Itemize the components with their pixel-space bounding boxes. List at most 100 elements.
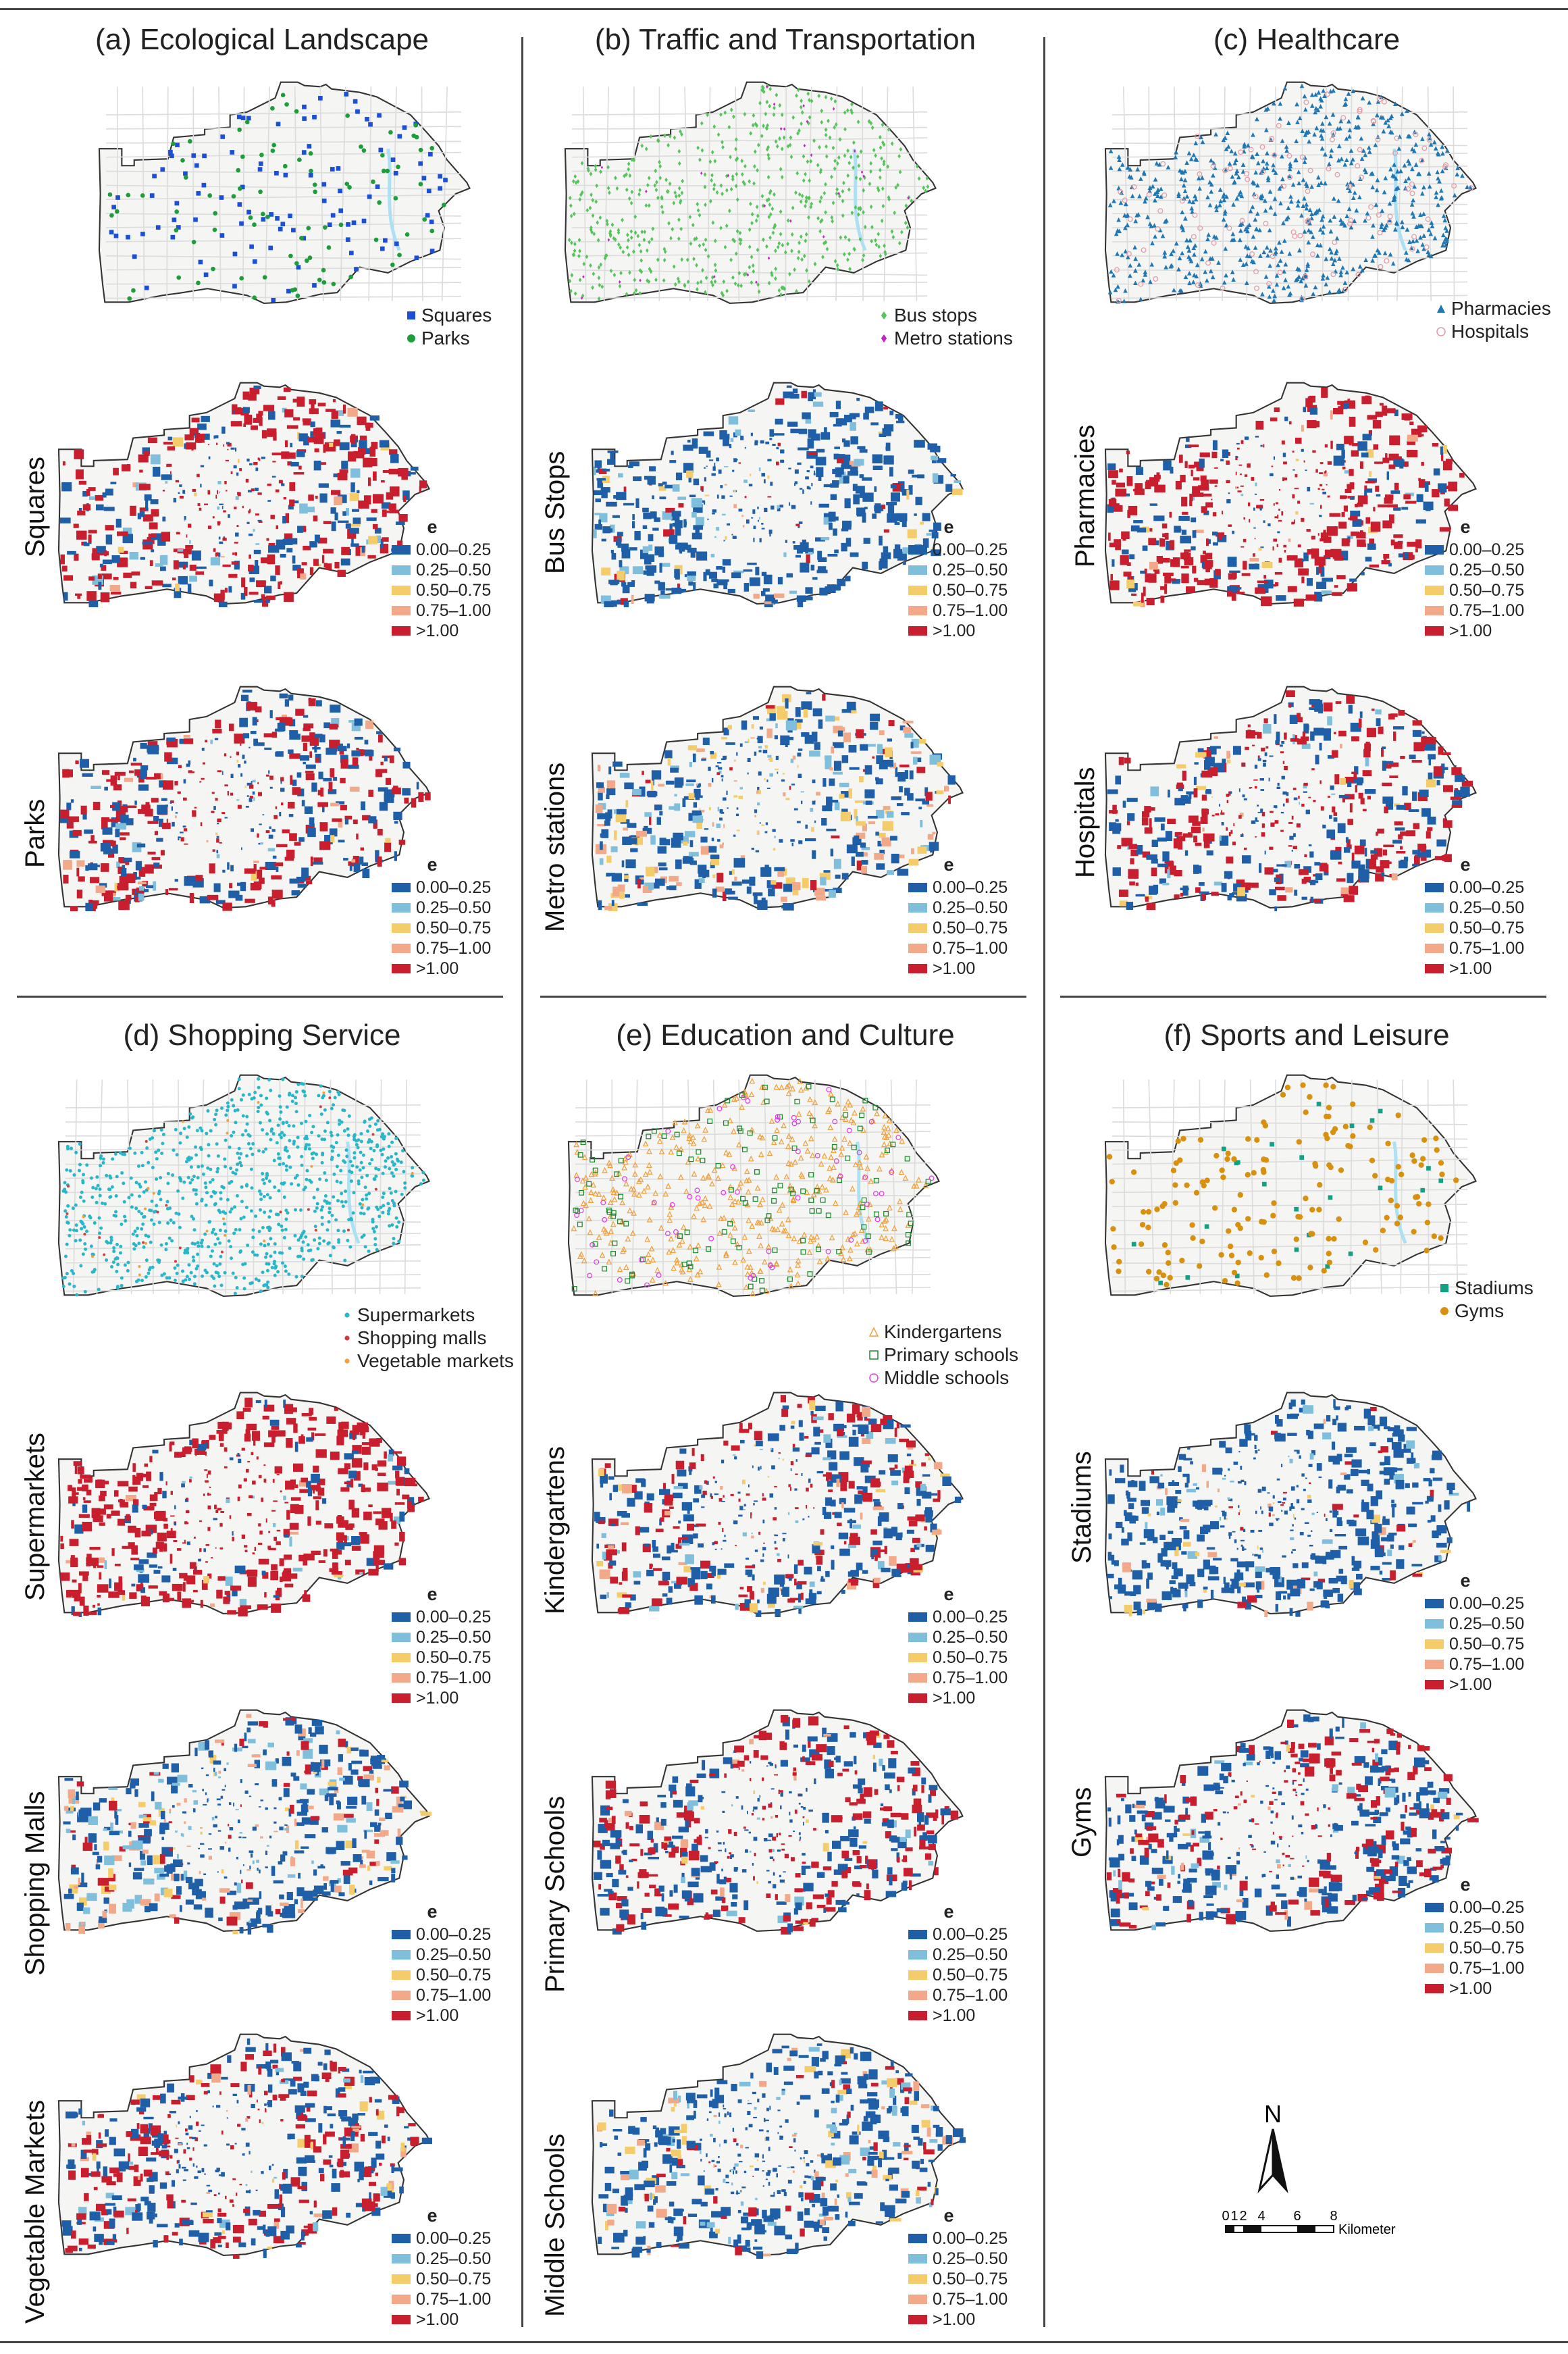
poi-squares-marker <box>291 228 296 233</box>
poi-hospitals-marker <box>1340 115 1347 121</box>
parcel-5 <box>663 529 675 537</box>
parcel-5 <box>1162 533 1166 538</box>
parcel-5 <box>217 490 219 494</box>
poi-pharmacies-marker <box>1198 281 1203 286</box>
poi-bus-stops-marker <box>740 172 744 177</box>
parcel-3 <box>237 459 240 463</box>
parcel-1 <box>733 834 736 837</box>
parcel-5 <box>1301 576 1305 584</box>
parcel-1 <box>754 751 757 756</box>
poi-bus-stops-marker <box>679 226 683 232</box>
parcel-5 <box>217 521 221 525</box>
parcel-5 <box>1394 482 1399 490</box>
parcel-1 <box>351 538 354 545</box>
parcel-1 <box>1382 796 1394 804</box>
parcel-5 <box>1130 846 1139 856</box>
parcel-2 <box>129 552 138 560</box>
parcel-5 <box>1154 484 1166 493</box>
parcel-2 <box>759 517 760 520</box>
poi-supermarkets-marker <box>258 1208 262 1212</box>
parcel-1 <box>1425 744 1436 751</box>
parcel-1 <box>757 736 763 744</box>
parcel-5 <box>806 554 810 563</box>
poi-pharmacies-marker <box>1311 291 1316 297</box>
poi-pharmacies-marker <box>1344 157 1349 163</box>
poi-pharmacies-marker <box>1153 234 1157 239</box>
poi-supermarkets-marker <box>397 1239 401 1244</box>
parcel-5 <box>1417 843 1426 852</box>
poi-pharmacies-marker <box>1109 269 1114 274</box>
parcel-4 <box>733 504 737 509</box>
parcel-3 <box>907 529 917 539</box>
poi-pharmacies-marker <box>1264 161 1270 166</box>
poi-parks-marker <box>259 153 264 157</box>
parcel-1 <box>870 422 879 426</box>
parcel-5 <box>1110 573 1114 581</box>
parcel-5 <box>382 537 389 542</box>
parcel-5 <box>1133 488 1137 492</box>
parcel-5 <box>244 414 253 425</box>
parcel-3 <box>849 708 857 714</box>
parcel-5 <box>1301 736 1309 741</box>
poi-supermarkets-marker <box>355 1143 359 1147</box>
poi-supermarkets-marker <box>228 1146 232 1150</box>
parcel-1 <box>339 442 350 451</box>
parcel-5 <box>275 489 280 492</box>
poi-squares-marker <box>321 182 327 187</box>
parcel-4 <box>597 823 606 827</box>
parcel-5 <box>363 495 371 505</box>
parcel-1 <box>644 556 652 565</box>
parcel-1 <box>1328 815 1332 819</box>
parcel-1 <box>843 440 850 447</box>
parcel-5 <box>249 554 251 559</box>
parcel-1 <box>137 513 142 519</box>
parcel-5 <box>62 461 66 466</box>
parcel-5 <box>1294 488 1299 490</box>
poi-pharmacies-marker <box>1193 140 1199 146</box>
parcel-1 <box>1337 823 1346 834</box>
poi-pharmacies-marker <box>1294 138 1299 143</box>
poi-pharmacies-marker <box>1362 167 1367 172</box>
poi-pharmacies-marker <box>1147 185 1153 190</box>
parcel-1 <box>594 469 601 473</box>
parcel-1 <box>785 698 789 709</box>
poi-squares-marker <box>321 198 327 203</box>
poi-hospitals-marker <box>1253 194 1259 200</box>
poi-pharmacies-marker <box>1366 145 1371 150</box>
parcel-1 <box>1275 740 1280 744</box>
poi-supermarkets-marker <box>261 1150 265 1154</box>
parcel-1 <box>752 892 763 896</box>
parcel-1 <box>269 826 271 829</box>
poi-pharmacies-marker <box>1230 174 1235 179</box>
poi-pharmacies-marker <box>1297 116 1303 120</box>
parcel-5 <box>1347 583 1357 592</box>
poi-hospitals-marker <box>1297 232 1303 238</box>
parcel-1 <box>157 804 168 815</box>
parcel-5 <box>311 403 315 411</box>
poi-supermarkets-marker <box>336 1229 340 1233</box>
parcel-5 <box>1378 726 1384 734</box>
parcel-1 <box>199 896 211 904</box>
poi-squares-marker <box>414 255 419 261</box>
poi-pharmacies-marker <box>1318 227 1323 232</box>
parcel-1 <box>766 779 768 782</box>
parcel-5 <box>377 829 383 836</box>
parcel-1 <box>297 788 305 796</box>
parcel-1 <box>812 708 822 717</box>
parcel-4 <box>753 593 760 599</box>
poi-parks-marker <box>344 181 350 186</box>
poi-pharmacies-marker <box>1123 249 1128 254</box>
parcel-5 <box>1197 580 1208 586</box>
parcel-1 <box>816 467 824 478</box>
parcel-5 <box>267 428 277 437</box>
poi-parks-marker <box>422 217 427 222</box>
parcel-1 <box>1307 486 1311 492</box>
parcel-1 <box>1227 895 1232 901</box>
parcel-1 <box>1227 557 1237 567</box>
poi-pharmacies-marker <box>1347 127 1353 132</box>
parcel-5 <box>314 448 319 453</box>
poi-pharmacies-marker <box>1297 247 1302 253</box>
parcel-5 <box>276 525 279 530</box>
poi-bus-stops-marker <box>795 288 798 294</box>
poi-pharmacies-marker <box>1342 161 1348 167</box>
